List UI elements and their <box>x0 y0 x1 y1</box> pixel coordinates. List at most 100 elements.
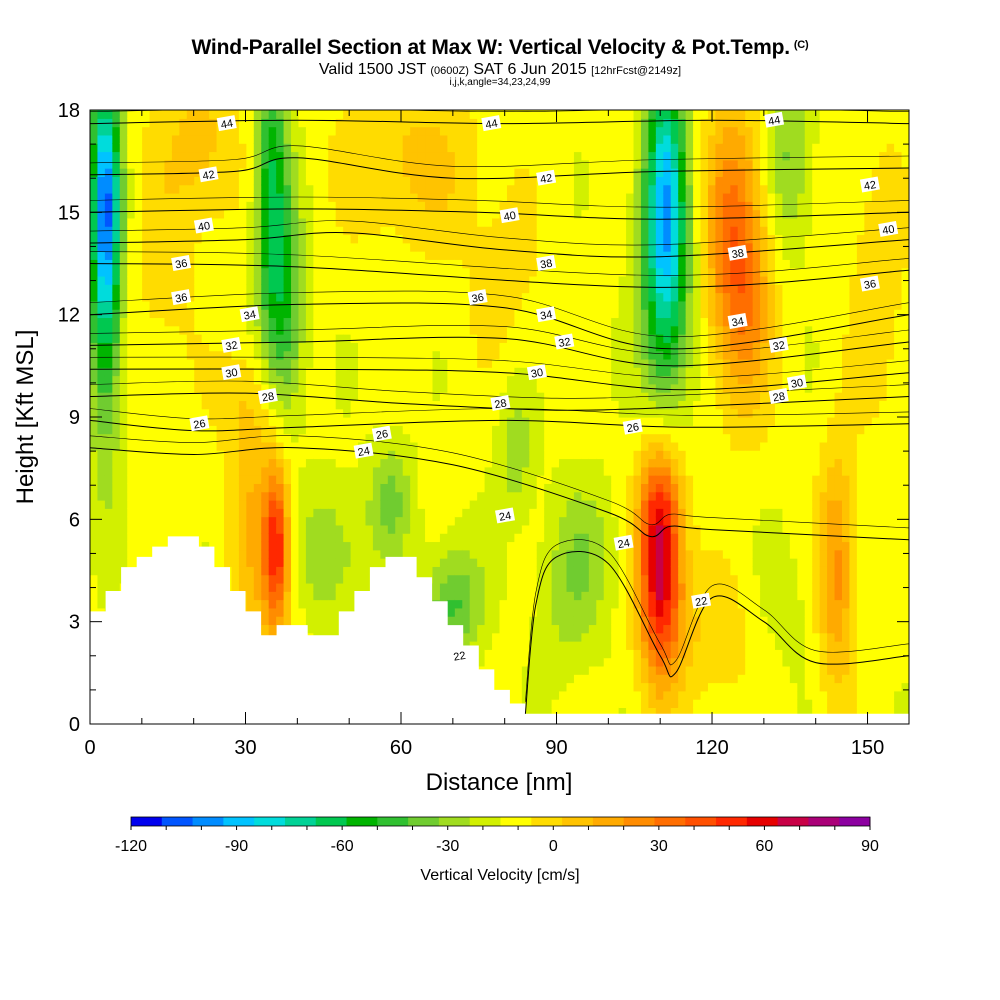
velocity-cell <box>216 325 225 335</box>
velocity-cell <box>372 234 381 244</box>
velocity-cell <box>97 475 106 484</box>
velocity-cell <box>477 275 486 285</box>
velocity-cell <box>380 317 389 327</box>
velocity-cell <box>253 217 262 227</box>
velocity-cell <box>462 217 471 227</box>
velocity-cell <box>439 284 448 294</box>
velocity-cell <box>380 475 389 484</box>
velocity-cell <box>246 350 255 360</box>
velocity-cell <box>536 549 545 559</box>
velocity-cell <box>581 383 590 393</box>
velocity-cell <box>506 516 515 526</box>
velocity-cell <box>194 134 203 144</box>
velocity-cell <box>417 151 426 161</box>
velocity-cell <box>484 524 493 534</box>
velocity-cell <box>261 176 270 186</box>
velocity-cell <box>492 226 501 236</box>
velocity-cell <box>432 317 441 327</box>
velocity-cell <box>216 284 225 294</box>
velocity-cell <box>90 466 99 476</box>
velocity-cell <box>454 541 463 551</box>
velocity-cell <box>291 425 300 435</box>
velocity-cell <box>186 358 195 368</box>
velocity-cell <box>194 159 203 169</box>
velocity-cell <box>164 483 173 493</box>
velocity-cell <box>402 143 411 153</box>
velocity-cell <box>305 458 314 468</box>
velocity-cell <box>238 168 247 177</box>
velocity-cell <box>291 234 300 244</box>
velocity-cell <box>425 491 434 501</box>
velocity-cell <box>492 574 501 584</box>
velocity-cell <box>134 168 143 177</box>
velocity-cell <box>238 334 247 343</box>
velocity-cell <box>417 317 426 327</box>
velocity-cell <box>171 342 180 352</box>
velocity-cell <box>104 143 113 153</box>
velocity-cell <box>432 242 441 252</box>
velocity-cell <box>544 582 553 592</box>
velocity-cell <box>581 192 590 202</box>
velocity-cell <box>350 159 359 169</box>
velocity-cell <box>573 533 582 543</box>
velocity-cell <box>506 591 515 601</box>
velocity-cell <box>499 466 508 476</box>
velocity-cell <box>581 408 590 418</box>
velocity-cell <box>588 649 597 659</box>
velocity-cell <box>149 251 158 260</box>
velocity-cell <box>194 325 203 335</box>
velocity-cell <box>432 450 441 460</box>
velocity-cell <box>328 624 337 634</box>
velocity-cell <box>521 649 530 659</box>
velocity-cell <box>134 334 143 343</box>
velocity-cell <box>335 516 344 526</box>
velocity-cell <box>447 425 456 435</box>
velocity-cell <box>559 309 568 319</box>
velocity-cell <box>380 143 389 153</box>
velocity-cell <box>112 217 121 227</box>
velocity-cell <box>551 383 560 393</box>
velocity-cell <box>268 591 277 601</box>
velocity-cell <box>417 342 426 352</box>
velocity-cell <box>246 392 255 402</box>
velocity-cell <box>462 292 471 302</box>
velocity-cell <box>499 574 508 584</box>
velocity-cell <box>291 499 300 509</box>
velocity-cell <box>439 591 448 601</box>
velocity-cell <box>313 383 322 393</box>
velocity-cell <box>514 450 523 460</box>
velocity-cell <box>231 450 240 460</box>
velocity-cell <box>506 118 515 128</box>
velocity-cell <box>276 176 285 186</box>
velocity-cell <box>462 624 471 634</box>
velocity-cell <box>365 475 374 484</box>
velocity-cell <box>149 201 158 211</box>
velocity-cell <box>521 657 530 667</box>
velocity-cell <box>238 549 247 559</box>
velocity-cell <box>566 466 575 476</box>
velocity-cell <box>186 334 195 343</box>
velocity-cell <box>380 450 389 460</box>
velocity-cell <box>499 317 508 327</box>
velocity-cell <box>97 408 106 418</box>
velocity-cell <box>335 110 344 119</box>
velocity-cell <box>536 649 545 659</box>
velocity-cell <box>425 292 434 302</box>
velocity-cell <box>432 458 441 468</box>
velocity-cell <box>194 292 203 302</box>
velocity-cell <box>298 367 307 377</box>
velocity-cell <box>149 176 158 186</box>
velocity-cell <box>566 674 575 684</box>
velocity-cell <box>477 450 486 460</box>
velocity-cell <box>283 275 292 285</box>
velocity-cell <box>97 275 106 285</box>
velocity-cell <box>119 209 128 219</box>
velocity-cell <box>536 325 545 335</box>
velocity-cell <box>506 234 515 244</box>
velocity-cell <box>544 433 553 443</box>
velocity-cell <box>477 641 486 650</box>
velocity-cell <box>521 483 530 493</box>
velocity-cell <box>544 110 553 119</box>
velocity-cell <box>425 342 434 352</box>
velocity-cell <box>573 541 582 551</box>
